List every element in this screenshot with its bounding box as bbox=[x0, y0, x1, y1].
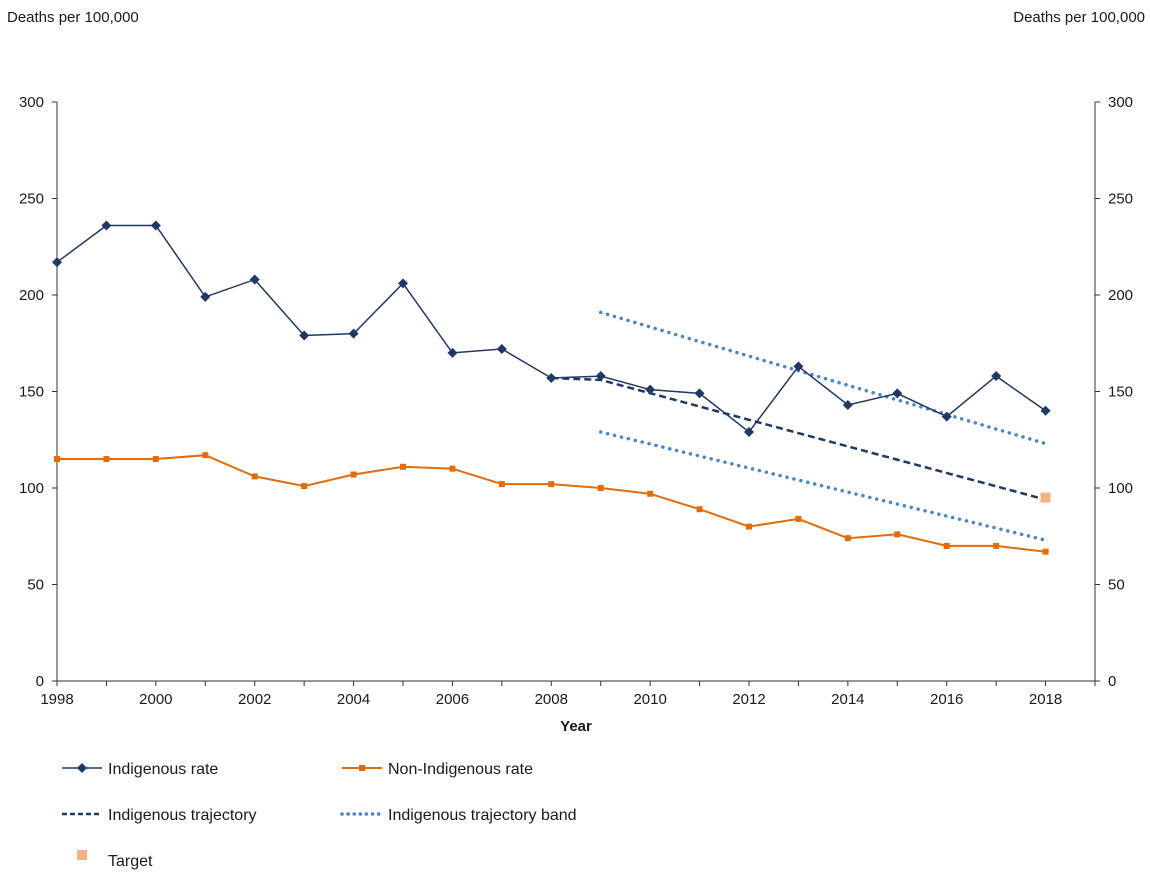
non-indigenous-point bbox=[993, 542, 1000, 549]
indigenous-point bbox=[793, 361, 804, 372]
legend-label: Indigenous trajectory bbox=[108, 807, 257, 824]
non-indigenous-point bbox=[350, 471, 357, 478]
y-axis-title-left: Deaths per 100,000 bbox=[7, 9, 139, 26]
x-tick-label: 2000 bbox=[139, 691, 172, 708]
legend: Indigenous rate Non-Indigenous rate Indige… bbox=[62, 761, 577, 870]
indigenous-point bbox=[941, 411, 952, 422]
non-indigenous-point bbox=[647, 490, 654, 497]
non-indigenous-point bbox=[597, 485, 604, 491]
x-tick-label: 2010 bbox=[633, 691, 666, 708]
legend-label: Target bbox=[108, 853, 153, 870]
non-indigenous-point bbox=[746, 523, 752, 530]
indigenous-point bbox=[744, 427, 754, 438]
legend-marker-target bbox=[77, 850, 87, 860]
non-indigenous-point bbox=[844, 535, 851, 542]
legend-marker-indigenous bbox=[77, 763, 87, 773]
indigenous-point bbox=[1040, 405, 1051, 416]
y-tick-label-left: 100 bbox=[19, 480, 44, 497]
x-axis-title: Year bbox=[560, 718, 592, 735]
trajectory-band-line-upper bbox=[598, 310, 1048, 446]
indigenous-point bbox=[842, 400, 853, 411]
y-tick-label-left: 250 bbox=[19, 191, 44, 208]
plot-area bbox=[52, 220, 1051, 555]
legend-label: Indigenous rate bbox=[108, 761, 218, 778]
y-tick-label-left: 150 bbox=[19, 384, 44, 401]
indigenous-point bbox=[398, 278, 408, 289]
indigenous-point bbox=[496, 344, 507, 355]
indigenous-point bbox=[447, 347, 458, 358]
non-indigenous-point bbox=[696, 506, 703, 513]
legend-item: Indigenous trajectory band bbox=[340, 807, 577, 824]
indigenous-point bbox=[101, 220, 112, 231]
non-indigenous-point bbox=[795, 515, 802, 522]
indigenous-point bbox=[299, 330, 310, 341]
non-indigenous-point bbox=[1042, 548, 1049, 555]
indigenous-point bbox=[892, 388, 903, 399]
y-tick-label-right: 150 bbox=[1108, 384, 1133, 401]
indigenous-line bbox=[56, 224, 1047, 434]
y-tick-label-right: 0 bbox=[1108, 673, 1116, 690]
legend-item: Indigenous trajectory bbox=[62, 807, 257, 824]
indigenous-point bbox=[595, 371, 606, 382]
non-indigenous-point bbox=[152, 456, 159, 463]
indigenous-point bbox=[249, 274, 260, 285]
x-tick-label: 2018 bbox=[1029, 691, 1062, 708]
x-tick-label: 2016 bbox=[930, 691, 963, 708]
x-tick-label: 2006 bbox=[436, 691, 469, 708]
x-tick-label: 2008 bbox=[535, 691, 568, 708]
y-tick-label-right: 200 bbox=[1108, 287, 1133, 304]
indigenous-point bbox=[52, 257, 62, 268]
y-tick-label-left: 300 bbox=[19, 94, 44, 111]
non-indigenous-point bbox=[301, 483, 308, 490]
indigenous-point bbox=[546, 372, 557, 383]
non-indigenous-point bbox=[548, 481, 555, 488]
indigenous-point bbox=[348, 328, 359, 339]
x-tick-label: 2004 bbox=[337, 691, 370, 708]
y-tick-label-right: 100 bbox=[1108, 480, 1133, 497]
y-tick-label-right: 250 bbox=[1108, 191, 1133, 208]
non-indigenous-point bbox=[498, 481, 505, 488]
legend-marker-non-indigenous bbox=[359, 765, 365, 771]
x-tick-label: 1998 bbox=[40, 691, 73, 708]
y-tick-label-right: 50 bbox=[1108, 577, 1125, 594]
non-indigenous-point bbox=[251, 473, 258, 480]
indigenous-point bbox=[991, 371, 1002, 382]
legend-item: Indigenous rate bbox=[62, 761, 218, 778]
indigenous-point bbox=[200, 291, 211, 302]
indigenous-point bbox=[694, 388, 705, 399]
legend-item: Target bbox=[77, 850, 153, 870]
y-tick-label-right: 300 bbox=[1108, 94, 1133, 111]
x-tick-label: 2014 bbox=[831, 691, 864, 708]
x-tick-label: 2002 bbox=[238, 691, 271, 708]
y-tick-label-left: 200 bbox=[19, 287, 44, 304]
y-tick-label-left: 0 bbox=[36, 673, 44, 690]
y-axis-title-right: Deaths per 100,000 bbox=[1013, 9, 1145, 26]
non-indigenous-point bbox=[400, 463, 406, 470]
non-indigenous-point bbox=[943, 542, 950, 549]
x-tick-label: 2012 bbox=[732, 691, 765, 708]
non-indigenous-point bbox=[103, 456, 110, 463]
legend-label: Indigenous trajectory band bbox=[388, 807, 577, 824]
trajectory-band-line-lower bbox=[598, 430, 1048, 542]
legend-label: Non-Indigenous rate bbox=[388, 761, 533, 778]
legend-item: Non-Indigenous rate bbox=[342, 761, 533, 778]
indigenous-point bbox=[645, 384, 656, 395]
non-indigenous-point bbox=[449, 465, 456, 472]
non-indigenous-point bbox=[894, 531, 901, 538]
target-point bbox=[1040, 492, 1051, 503]
non-indigenous-point bbox=[54, 456, 60, 463]
axes: 0 0 50 50 100 100 150 150 200 200 250 250 300 300 1998… bbox=[19, 94, 1133, 708]
y-tick-label-left: 50 bbox=[27, 577, 44, 594]
indigenous-point bbox=[150, 220, 161, 231]
non-indigenous-point bbox=[202, 452, 209, 459]
